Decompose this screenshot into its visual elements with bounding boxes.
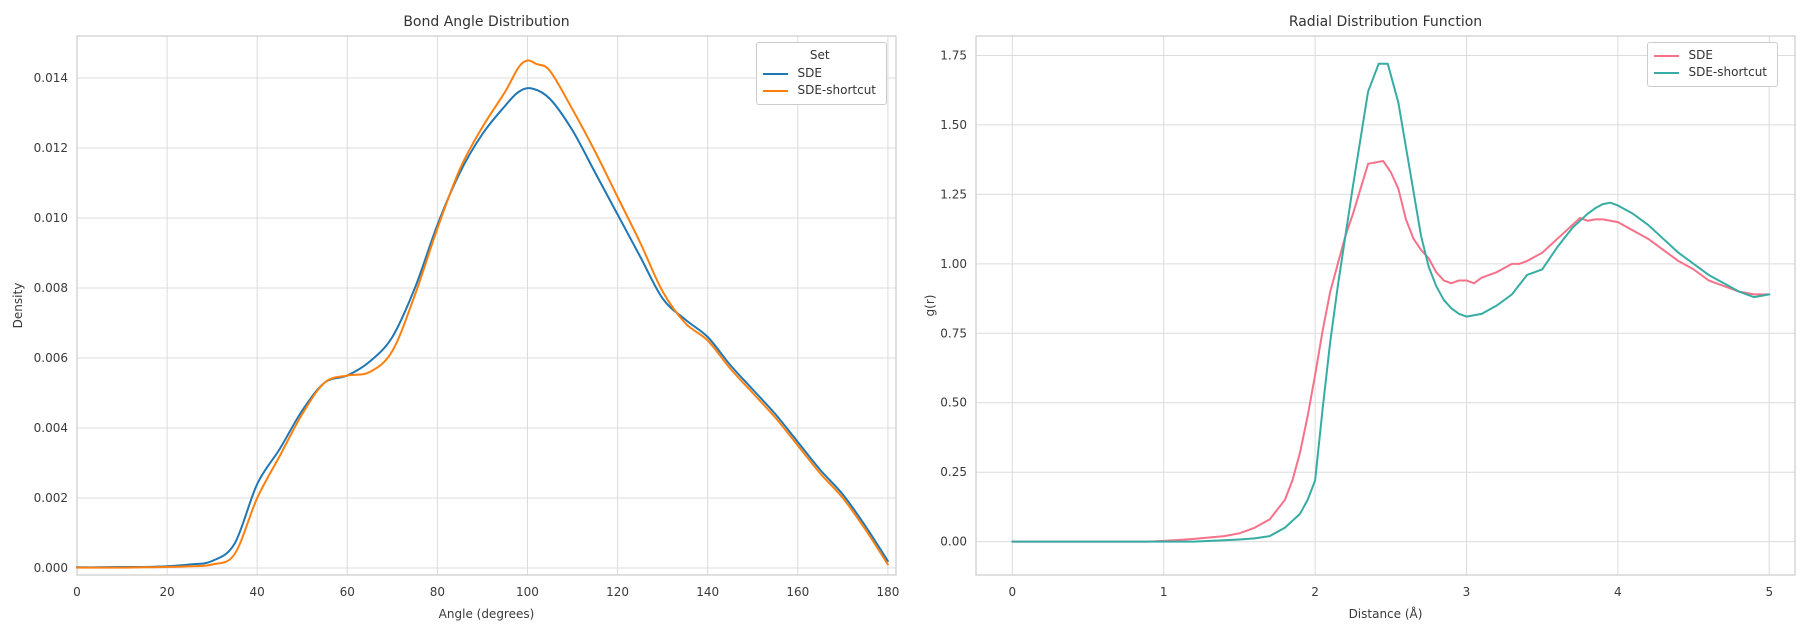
bond-angle-legend: Set SDE SDE-shortcut bbox=[756, 42, 887, 105]
y-tick-label: 0.000 bbox=[34, 561, 68, 575]
legend-swatch-line bbox=[763, 89, 789, 92]
x-tick-label: 0 bbox=[73, 585, 81, 599]
y-tick-label: 1.25 bbox=[940, 187, 967, 201]
x-tick-label: 140 bbox=[696, 585, 719, 599]
x-tick-label: 160 bbox=[786, 585, 809, 599]
y-tick-label: 0.50 bbox=[940, 396, 967, 410]
x-tick-label: 180 bbox=[876, 585, 899, 599]
legend-entry: SDE bbox=[763, 65, 876, 82]
y-tick-label: 0.75 bbox=[940, 326, 967, 340]
legend-entry-label: SDE-shortcut bbox=[797, 83, 876, 97]
y-tick-label: 0.010 bbox=[34, 211, 68, 225]
x-tick-label: 20 bbox=[159, 585, 174, 599]
y-tick-label: 0.00 bbox=[940, 535, 967, 549]
x-tick-label: 4 bbox=[1614, 585, 1622, 599]
x-tick-label: 5 bbox=[1765, 585, 1773, 599]
x-tick-label: 100 bbox=[516, 585, 539, 599]
y-tick-label: 0.004 bbox=[34, 421, 68, 435]
y-axis-label: g(r) bbox=[923, 295, 937, 317]
legend-entry-label: SDE bbox=[797, 66, 822, 80]
legend-entry-label: SDE-shortcut bbox=[1688, 65, 1767, 79]
y-tick-label: 0.006 bbox=[34, 351, 68, 365]
y-axis-label: Density bbox=[11, 283, 25, 329]
y-tick-label: 1.50 bbox=[940, 118, 967, 132]
y-tick-label: 0.014 bbox=[34, 71, 68, 85]
bond-angle-chart-panel: 0 20 40 60 80 100 120 140 160 180 0.000 0.002 0.004 0… bbox=[11, 14, 899, 621]
y-tick-label: 1.00 bbox=[940, 257, 967, 271]
x-axis-label: Angle (degrees) bbox=[439, 607, 535, 621]
y-tick-label: 0.012 bbox=[34, 141, 68, 155]
legend-entry: SDE-shortcut bbox=[1654, 64, 1767, 81]
y-tick-label: 1.75 bbox=[940, 48, 967, 62]
plot-border bbox=[76, 35, 897, 576]
chart-title: Radial Distribution Function bbox=[1289, 14, 1482, 30]
series-line-SDE bbox=[1011, 160, 1771, 543]
chart-title: Bond Angle Distribution bbox=[403, 14, 569, 30]
x-tick-label: 1 bbox=[1160, 585, 1168, 599]
series-line-SDE-shortcut bbox=[76, 59, 889, 569]
gridlines bbox=[76, 36, 896, 575]
x-tick-label: 0 bbox=[1009, 585, 1017, 599]
rdf-legend: SDE SDE-shortcut bbox=[1647, 42, 1778, 87]
x-tick-label: 3 bbox=[1463, 585, 1471, 599]
legend-swatch-line bbox=[1654, 71, 1680, 74]
x-axis-label: Distance (Å) bbox=[1349, 606, 1423, 621]
rdf-chart-panel: 0 1 2 3 4 5 0.00 0.25 0.50 0.75 1.00 1.25 1.50 1.75 Di… bbox=[900, 0, 1800, 627]
legend-swatch-line bbox=[1654, 54, 1680, 57]
x-tick-label: 2 bbox=[1311, 585, 1319, 599]
legend-entry: SDE bbox=[1654, 47, 1767, 64]
x-tick-label: 80 bbox=[430, 585, 445, 599]
legend-swatch-line bbox=[763, 72, 789, 75]
series-line-SDE bbox=[76, 87, 889, 569]
legend-title: Set bbox=[809, 48, 830, 62]
x-tick-label: 120 bbox=[606, 585, 629, 599]
series-line-SDE-shortcut bbox=[1011, 62, 1771, 543]
gridlines bbox=[976, 36, 1795, 575]
bond-angle-chart: 0 20 40 60 80 100 120 140 160 180 0.000 0.002 0.004 0… bbox=[11, 14, 899, 621]
legend-entry: SDE-shortcut bbox=[763, 82, 876, 99]
plot-border bbox=[975, 35, 1796, 576]
y-tick-label: 0.002 bbox=[34, 491, 68, 505]
rdf-chart: 0 1 2 3 4 5 0.00 0.25 0.50 0.75 1.00 1.25 1.50 1.75 Di… bbox=[923, 14, 1796, 621]
x-tick-label: 40 bbox=[250, 585, 265, 599]
y-tick-label: 0.008 bbox=[34, 281, 68, 295]
x-tick-label: 60 bbox=[340, 585, 355, 599]
legend-entry-label: SDE bbox=[1688, 48, 1713, 62]
y-tick-label: 0.25 bbox=[940, 465, 967, 479]
